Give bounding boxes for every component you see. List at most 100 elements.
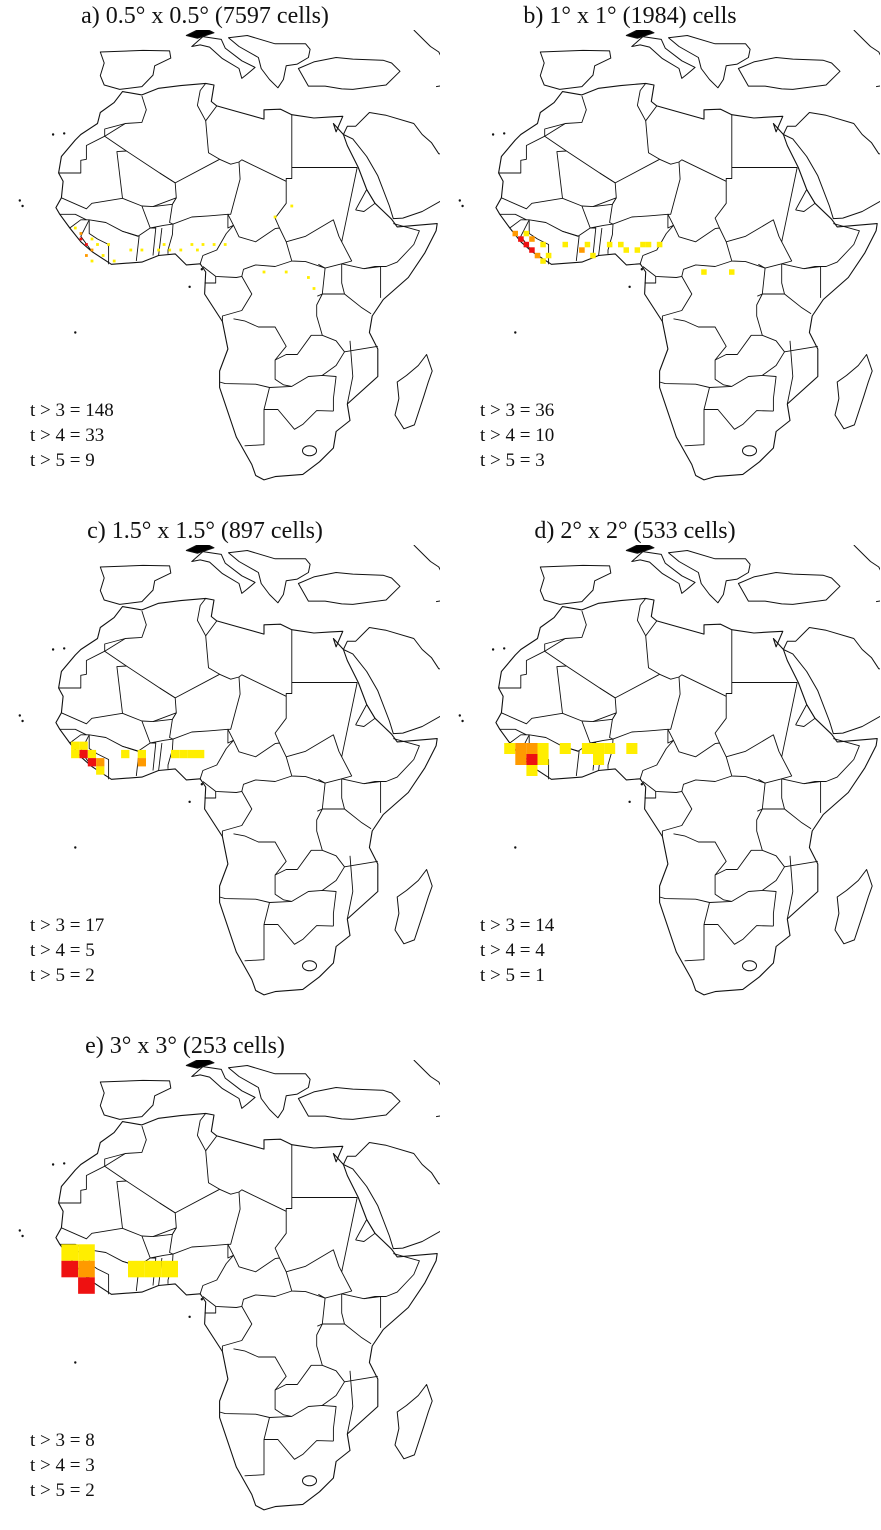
island-dot xyxy=(18,199,21,202)
threshold-stats: t > 3 = 17 t > 4 = 5 t > 5 = 2 xyxy=(30,913,104,988)
hotspot-cell-t3 xyxy=(640,241,646,248)
stat-t4: t > 4 = 33 xyxy=(30,425,105,446)
lesotho-outline xyxy=(742,960,758,972)
country-border xyxy=(244,387,270,447)
country-border xyxy=(196,83,218,122)
island-dot xyxy=(18,1229,21,1232)
stat-t3: t > 3 = 8 xyxy=(30,1430,95,1451)
country-border xyxy=(346,340,354,405)
country-border xyxy=(158,742,163,771)
country-border xyxy=(607,712,617,769)
africa-outline xyxy=(55,1112,438,1511)
hotspot-cell-t5 xyxy=(518,236,524,242)
country-border xyxy=(659,896,732,903)
africa-outline xyxy=(495,82,878,481)
country-border xyxy=(341,778,372,830)
hotspot-cell-t4 xyxy=(534,252,541,259)
country-border xyxy=(781,263,812,315)
country-border xyxy=(642,775,732,793)
hotspot-cell-t3 xyxy=(645,241,652,248)
hotspot-cell-t3 xyxy=(71,749,80,759)
country-border xyxy=(757,293,785,297)
island-dot xyxy=(628,800,631,804)
hotspot-cell-t3 xyxy=(162,243,166,246)
country-border xyxy=(172,1243,228,1255)
hotspot-cell-t4 xyxy=(515,743,527,754)
hotspot-cell-t3 xyxy=(606,241,613,248)
stat-t4: t > 4 = 10 xyxy=(480,425,555,446)
stat-t5: t > 5 = 2 xyxy=(30,965,95,986)
africa-map xyxy=(18,545,440,996)
hotspot-cell-t3 xyxy=(523,230,530,237)
stat-t3: t > 3 = 148 xyxy=(30,400,114,421)
panel-title: a) 0.5° x 0.5° (7597 cells) xyxy=(81,3,329,29)
island-dot xyxy=(514,331,517,334)
hotspot-cell-t4 xyxy=(78,1260,95,1278)
hotspot-cell-t3 xyxy=(96,243,99,246)
country-border xyxy=(355,189,376,211)
hotspot-cell-t5 xyxy=(85,243,88,246)
island-dot xyxy=(200,268,204,271)
country-border xyxy=(291,1404,337,1442)
island-dot xyxy=(62,1162,66,1165)
country-border xyxy=(205,635,220,675)
country-border xyxy=(599,673,680,699)
country-border xyxy=(167,712,177,769)
country-border xyxy=(61,1165,127,1240)
panel-title: e) 3° x 3° (253 cells) xyxy=(85,1033,285,1059)
caspian-coast xyxy=(413,1060,440,1118)
stat-t3: t > 3 = 14 xyxy=(480,915,555,936)
hotspot-cell-t3 xyxy=(223,243,227,246)
country-border xyxy=(642,260,732,278)
caspian-coast xyxy=(413,545,440,603)
hotspot-cell-t3 xyxy=(526,765,538,776)
threshold-stats: t > 3 = 36 t > 4 = 10 t > 5 = 3 xyxy=(480,398,554,473)
country-border xyxy=(612,728,668,740)
hotspot-cell-t3 xyxy=(161,1260,178,1278)
country-border xyxy=(795,189,816,211)
country-border xyxy=(104,1153,126,1167)
hotspot-cell-t5 xyxy=(78,1277,95,1294)
stat-t5: t > 5 = 3 xyxy=(480,450,545,471)
hotspot-cell-t3 xyxy=(540,258,546,264)
country-border xyxy=(199,1255,234,1294)
hotspot-cell-t3 xyxy=(545,252,552,259)
balkans-outline xyxy=(228,35,311,89)
country-border xyxy=(762,351,785,376)
caspian-coast xyxy=(853,30,880,88)
country-border xyxy=(667,729,674,744)
arabia-outline xyxy=(342,1142,440,1250)
turkey-outline xyxy=(737,572,841,605)
country-border xyxy=(346,855,354,920)
africa-map xyxy=(458,545,880,996)
country-border xyxy=(227,214,234,229)
lesotho-outline xyxy=(302,1475,318,1487)
island-dot xyxy=(640,268,644,271)
iberia-outline xyxy=(539,564,612,605)
country-border xyxy=(141,720,157,771)
hotspot-cell-t3 xyxy=(623,247,629,253)
country-border xyxy=(499,213,527,221)
country-border xyxy=(673,833,732,902)
threshold-stats: t > 3 = 148 t > 4 = 33 t > 5 = 9 xyxy=(30,398,114,473)
country-border xyxy=(704,409,774,430)
alps-marker xyxy=(185,1060,215,1069)
hotspot-cell-t3 xyxy=(129,248,133,252)
iberia-outline xyxy=(539,49,612,90)
balkans-outline xyxy=(668,550,751,604)
country-border xyxy=(355,202,376,212)
madagascar-outline xyxy=(394,1384,433,1460)
hotspot-cell-t3 xyxy=(96,766,105,775)
arabia-outline xyxy=(342,112,440,220)
hotspot-cell-t3 xyxy=(504,743,516,754)
hotspot-cell-t3 xyxy=(559,743,571,754)
madagascar-outline xyxy=(394,869,433,945)
threshold-stats: t > 3 = 8 t > 4 = 3 t > 5 = 2 xyxy=(30,1428,95,1503)
stat-t5: t > 5 = 1 xyxy=(480,965,545,986)
island-dot xyxy=(188,1315,191,1319)
country-border xyxy=(544,95,587,137)
country-border xyxy=(202,775,292,793)
hotspot-cell-t5 xyxy=(61,1260,78,1278)
country-border xyxy=(199,740,234,779)
island-dot xyxy=(503,132,506,135)
